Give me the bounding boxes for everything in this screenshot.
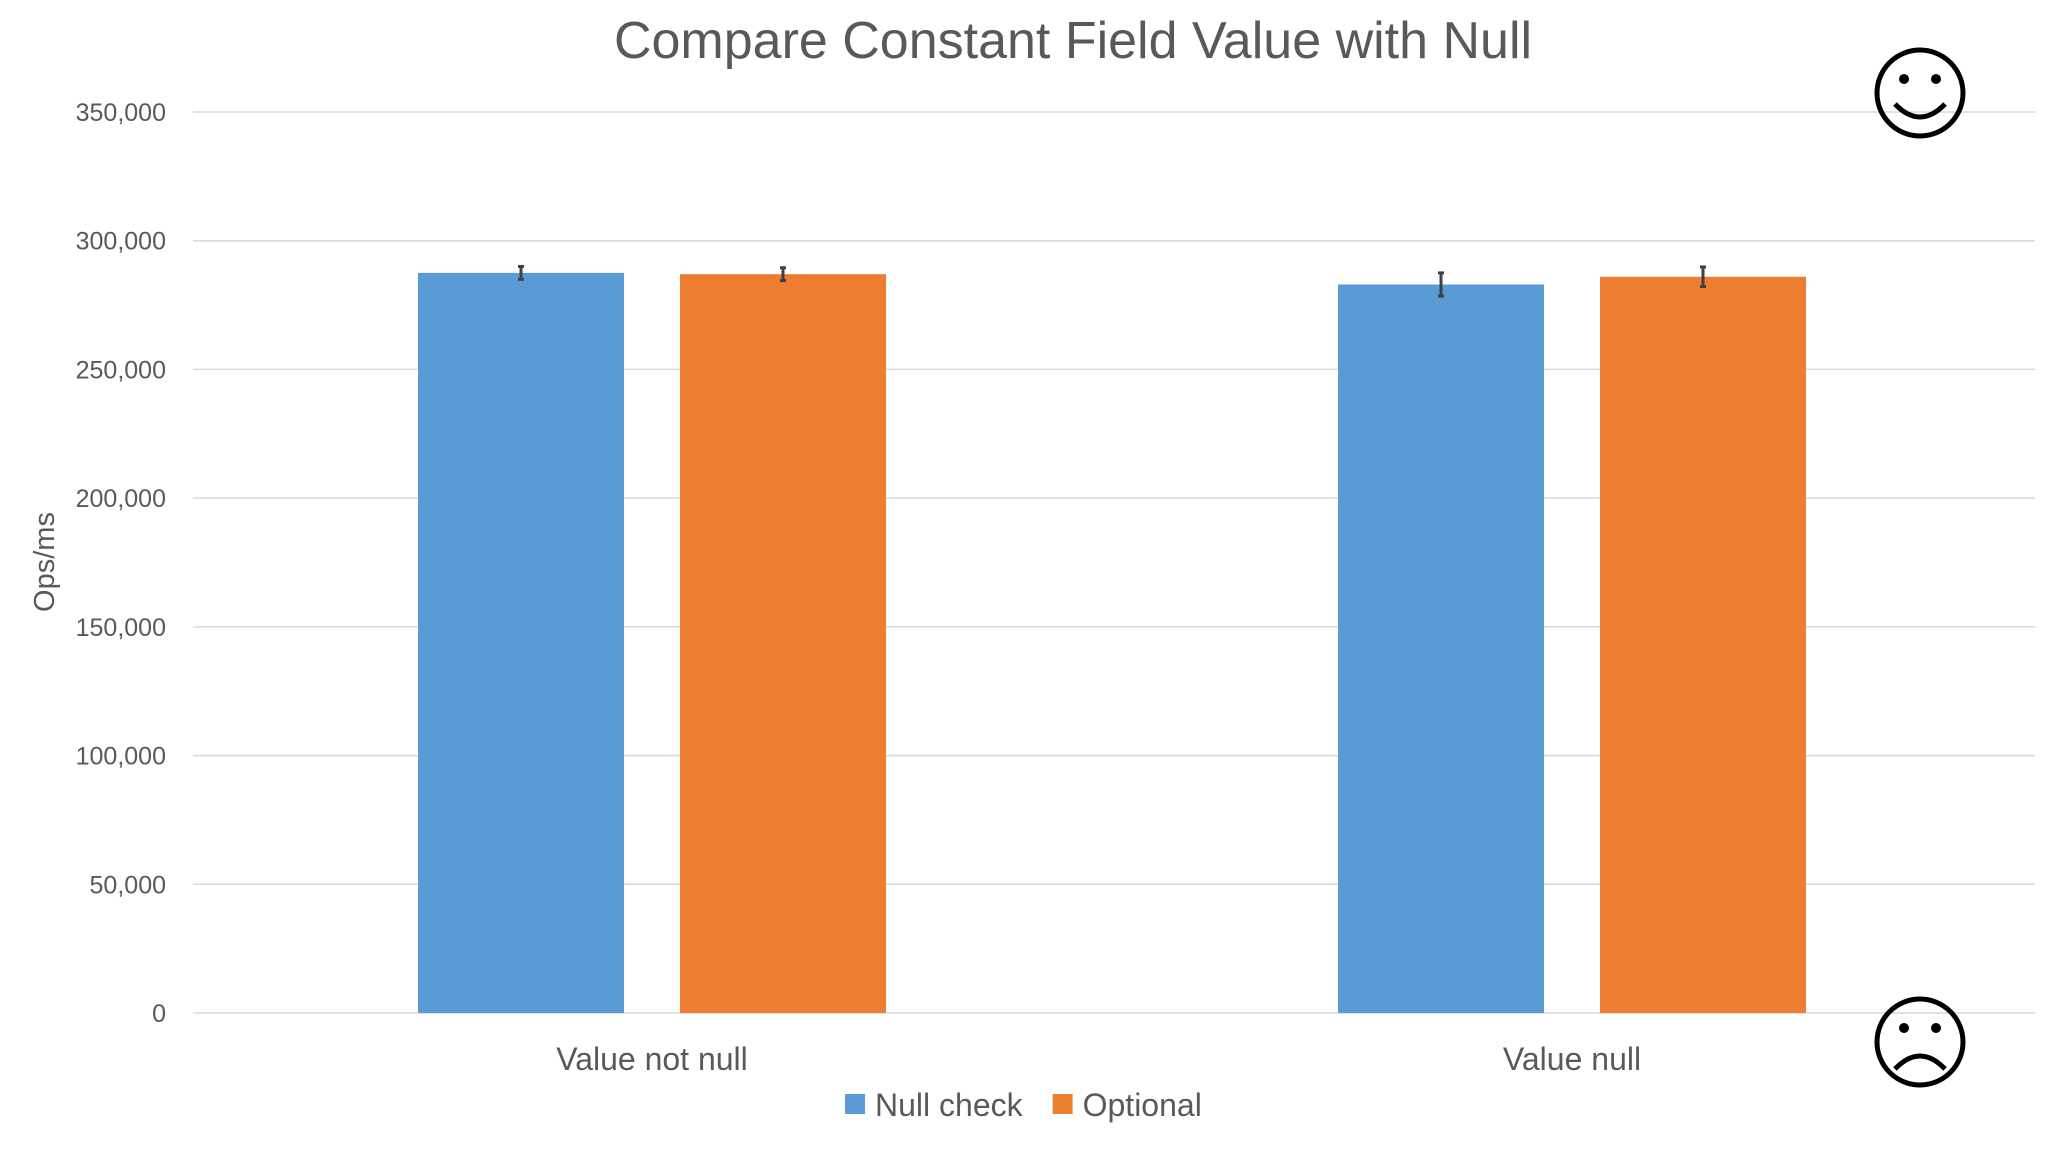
y-tick-label: 200,000	[76, 485, 166, 513]
y-tick-label: 300,000	[76, 228, 166, 256]
y-tick-label: 250,000	[76, 356, 166, 384]
bar	[1600, 276, 1806, 1013]
legend-swatch	[845, 1094, 865, 1114]
bars	[418, 264, 1806, 1014]
x-category-label: Value null	[1503, 1041, 1641, 1077]
bar	[418, 272, 624, 1014]
x-category-label: Value not null	[556, 1041, 748, 1077]
smiley-face-icon	[1874, 47, 1966, 139]
y-tick-label: 100,000	[76, 743, 166, 771]
bar	[1338, 284, 1544, 1013]
chart-title: Compare Constant Field Value with Null	[614, 12, 1532, 70]
x-axis-category-labels: Value not null Value null	[556, 1041, 1641, 1077]
legend-swatch	[1052, 1094, 1073, 1114]
y-tick-label: 0	[152, 1000, 166, 1028]
frowning-face-icon	[1874, 996, 1966, 1088]
y-tick-label: 350,000	[76, 99, 166, 127]
y-axis-tick-labels: 0 50,000 100,000 150,000 200,000 250,000 300,0…	[76, 99, 166, 1028]
bar	[680, 274, 886, 1013]
y-axis-title: Ops/ms	[29, 512, 61, 612]
legend-label: Null check	[875, 1087, 1024, 1123]
y-tick-label: 150,000	[76, 614, 166, 642]
legend-label: Optional	[1083, 1087, 1202, 1123]
legend: Null check Optional	[845, 1087, 1202, 1123]
y-tick-label: 50,000	[90, 871, 166, 899]
